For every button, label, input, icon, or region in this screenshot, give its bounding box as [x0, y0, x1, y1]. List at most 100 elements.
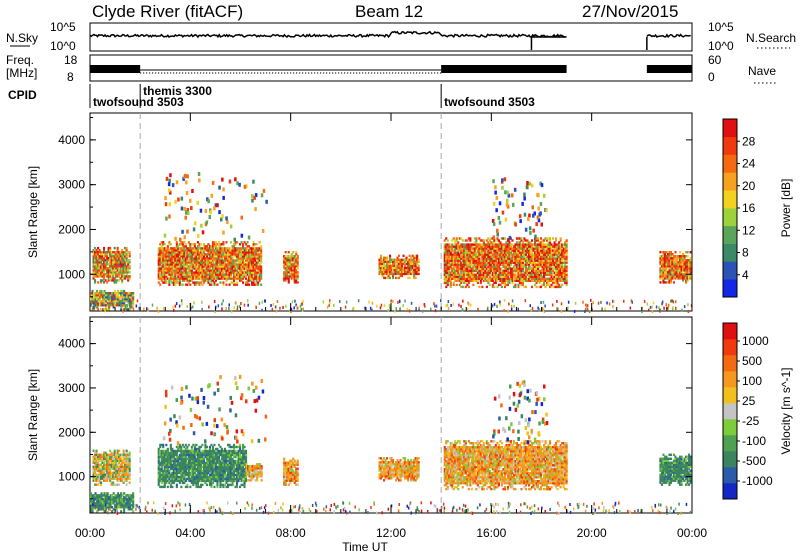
data-cell [100, 453, 103, 456]
data-cell [396, 272, 399, 276]
data-cell [242, 251, 245, 254]
data-cell [532, 279, 535, 282]
data-cell [171, 273, 174, 276]
data-cell [405, 270, 408, 274]
scatter-cell [222, 195, 225, 200]
data-cell [198, 271, 201, 274]
data-cell [543, 283, 546, 287]
data-cell [283, 265, 286, 268]
data-cell [481, 269, 484, 272]
data-cell [534, 263, 537, 266]
data-cell [685, 259, 688, 262]
data-cell [499, 251, 502, 254]
data-cell [163, 275, 166, 278]
scatter-cell [169, 190, 172, 195]
data-cell [242, 257, 245, 260]
data-cell [94, 306, 97, 309]
data-cell [290, 253, 293, 256]
data-cell [540, 253, 543, 256]
data-cell [669, 257, 672, 260]
data-cell [98, 455, 101, 458]
data-cell [96, 300, 99, 303]
scatter-cell [643, 300, 646, 303]
data-cell [217, 245, 220, 248]
data-cell [110, 265, 113, 268]
scatter-cell [585, 303, 587, 307]
data-cell [461, 255, 464, 258]
data-cell [526, 259, 529, 262]
data-cell [544, 259, 547, 262]
y-tick-label: 1000 [58, 267, 85, 281]
data-cell [553, 257, 556, 260]
data-cell [94, 261, 97, 264]
scatter-cell [364, 306, 366, 310]
data-cell [214, 277, 217, 280]
data-cell [234, 251, 237, 254]
data-cell [659, 261, 662, 264]
data-cell [531, 269, 534, 272]
data-cell [564, 245, 567, 248]
data-cell [109, 304, 112, 307]
data-cell [472, 279, 475, 282]
data-cell [246, 253, 249, 256]
data-cell [183, 263, 186, 266]
data-cell [520, 237, 523, 240]
data-cell [123, 304, 126, 307]
data-cell [378, 268, 381, 272]
data-cell [92, 275, 95, 278]
data-cell [168, 241, 171, 244]
data-cell [171, 247, 174, 250]
scatter-cell [247, 303, 249, 307]
data-cell [509, 263, 512, 266]
data-cell [659, 259, 662, 262]
data-cell [240, 267, 243, 270]
data-cell [243, 273, 246, 276]
data-cell [523, 271, 526, 274]
data-cell [503, 281, 506, 285]
data-cell [166, 277, 169, 280]
data-cell [494, 259, 497, 262]
data-cell [469, 273, 472, 276]
scatter-cell [491, 304, 494, 308]
data-cell [172, 259, 175, 262]
scatter-cell [523, 196, 526, 201]
data-cell [537, 247, 540, 250]
data-cell [113, 255, 116, 258]
data-cell [104, 465, 107, 468]
data-cell [546, 245, 549, 248]
data-cell [413, 266, 416, 270]
data-cell [163, 249, 166, 252]
data-cell [172, 275, 175, 278]
data-cell [464, 285, 467, 289]
data-cell [251, 269, 254, 272]
data-cell [506, 249, 509, 252]
data-cell [157, 265, 160, 268]
data-cell [452, 251, 455, 254]
data-cell [562, 269, 565, 272]
data-cell [257, 277, 260, 280]
data-cell [100, 469, 103, 472]
data-cell [473, 265, 476, 268]
data-cell [398, 272, 401, 276]
scatter-cell [567, 300, 570, 304]
data-cell [407, 264, 410, 267]
data-cell [243, 253, 246, 256]
data-cell [541, 241, 544, 244]
data-cell [219, 281, 222, 284]
data-cell [535, 263, 538, 266]
data-cell [511, 255, 514, 258]
data-cell [493, 277, 496, 280]
data-cell [220, 243, 223, 246]
data-cell [192, 265, 195, 268]
data-cell [457, 279, 460, 282]
data-cell [521, 275, 524, 278]
scatter-cell [540, 301, 542, 304]
data-cell [190, 269, 193, 272]
data-cell [108, 298, 111, 301]
data-cell [165, 275, 168, 278]
data-cell [169, 271, 172, 274]
data-cell [254, 249, 257, 252]
data-cell [214, 283, 217, 286]
data-cell [457, 259, 460, 262]
scatter-cell [517, 307, 519, 311]
